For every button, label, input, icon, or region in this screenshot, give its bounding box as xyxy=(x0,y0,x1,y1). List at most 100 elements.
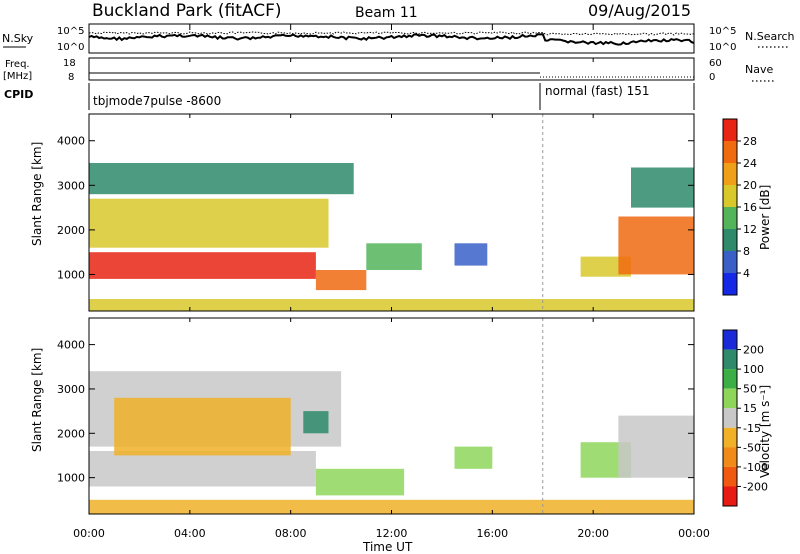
time-axis-label: Time UT xyxy=(362,540,413,554)
heatmap-cell-2 xyxy=(89,198,329,248)
colorbar-tick-label: -100 xyxy=(743,461,768,474)
y-tick-label: 2000 xyxy=(57,427,85,440)
y-tick-label: 2000 xyxy=(57,224,85,237)
heatmap-cell-4 xyxy=(315,468,405,496)
colorbar-swatch xyxy=(723,273,737,295)
colorbar-swatch xyxy=(723,229,737,251)
nave-tick-top: 60 xyxy=(709,58,722,69)
colorbar-tick-label: -200 xyxy=(743,480,768,493)
colorbar-swatch xyxy=(723,330,737,350)
colorbar-swatch xyxy=(723,251,737,273)
x-tick-label: 12:00 xyxy=(376,527,408,540)
cpid-label: CPID xyxy=(4,88,33,101)
noise-tick-left-top: 10^5 xyxy=(57,26,84,37)
nave-label: Nave xyxy=(745,63,773,76)
colorbar-tick-label: 15 xyxy=(743,402,757,415)
colorbar-swatch xyxy=(723,447,737,467)
heatmap-cell-3 xyxy=(303,411,329,434)
heatmap-cell-0 xyxy=(89,451,316,487)
nave-tick-bottom: 0 xyxy=(709,72,715,83)
cpid-panel: CPID tbjmode7pulse -8600 normal (fast) 1… xyxy=(4,83,695,110)
noise-tick-left-bottom: 10^0 xyxy=(57,42,84,53)
colorbar-tick-label: 200 xyxy=(743,344,764,357)
heatmap-cell-8 xyxy=(631,167,694,208)
colorbar-tick-label: -15 xyxy=(743,422,761,435)
y-tick-label: 4000 xyxy=(57,135,85,148)
colorbar-tick-label: 8 xyxy=(743,245,750,258)
nsky-trace xyxy=(88,33,695,46)
heatmap-cell-4 xyxy=(366,243,422,270)
power-y-axis-label: Slant Range [km] xyxy=(30,142,44,246)
velocity-colorbar-label: Velocity [m s⁻¹] xyxy=(758,385,772,478)
x-tick-label: 20:00 xyxy=(577,527,609,540)
beam-label: Beam 11 xyxy=(355,5,418,21)
colorbar-tick-label: 100 xyxy=(743,363,764,376)
heatmap-cell-3 xyxy=(89,163,354,195)
colorbar-swatch xyxy=(723,486,737,506)
colorbar-swatch xyxy=(723,466,737,487)
velocity-colorbar: 200 100 50 15 -15 -50 -100 -200 xyxy=(722,329,768,507)
colorbar-tick-label: 28 xyxy=(743,135,757,148)
colorbar-tick-label: 16 xyxy=(743,201,757,214)
colorbar-swatch xyxy=(723,119,737,141)
heatmap-cell-7 xyxy=(618,216,694,275)
y-tick-label: 1000 xyxy=(57,472,85,485)
cpid-segment-2: normal (fast) 151 xyxy=(545,84,649,98)
station-title: Buckland Park (fitACF) xyxy=(92,1,282,21)
colorbar-swatch xyxy=(723,369,737,389)
time-axis: 00:00 04:00 08:00 12:00 16:00 20:00 00:00 xyxy=(73,24,710,540)
noise-panel: N.Sky 10^5 10^0 10^5 10^0 N.Search xyxy=(2,23,795,54)
noise-tick-right-top: 10^5 xyxy=(709,26,736,37)
heatmap-cell-7 xyxy=(618,415,694,478)
power-colorbar-label: Power [dB] xyxy=(758,185,772,250)
colorbar-swatch xyxy=(723,349,737,370)
heatmap-cell-5 xyxy=(454,243,488,266)
colorbar-swatch xyxy=(723,408,737,428)
heatmap-cell-1 xyxy=(315,270,367,291)
colorbar-swatch xyxy=(723,163,737,185)
colorbar-tick-label: 24 xyxy=(743,157,757,170)
freq-tick-bottom: 8 xyxy=(68,72,74,83)
x-tick-label: 04:00 xyxy=(174,527,206,540)
power-panel: 1000 2000 3000 4000 Slant Range [km] xyxy=(30,113,695,312)
colorbar-swatch xyxy=(723,388,737,409)
nsky-label: N.Sky xyxy=(2,32,34,45)
y-tick-label: 3000 xyxy=(57,383,85,396)
velocity-y-axis: 1000 2000 3000 4000 xyxy=(57,339,694,485)
noise-tick-right-bottom: 10^0 xyxy=(709,42,736,53)
x-tick-label: 00:00 xyxy=(73,527,105,540)
colorbar-tick-label: 4 xyxy=(743,267,750,280)
y-tick-label: 4000 xyxy=(57,339,85,352)
colorbar-tick-label: 12 xyxy=(743,223,757,236)
power-colorbar: 4 8 12 16 20 24 28 xyxy=(722,118,757,296)
colorbar-tick-label: 50 xyxy=(743,383,757,396)
cpid-segment-1: tbjmode7pulse -8600 xyxy=(93,94,221,108)
y-tick-label: 1000 xyxy=(57,268,85,281)
nsearch-trace xyxy=(88,31,695,36)
colorbar-swatch xyxy=(723,141,737,163)
y-tick-label: 3000 xyxy=(57,179,85,192)
x-tick-label: 00:00 xyxy=(678,527,710,540)
date-label: 09/Aug/2015 xyxy=(588,1,691,20)
velocity-panel: 1000 2000 3000 4000 Slant Range [km] xyxy=(30,317,695,515)
heatmap-cell-0 xyxy=(89,252,316,279)
colorbar-swatch xyxy=(723,207,737,229)
colorbar-tick-label: -50 xyxy=(743,441,761,454)
heatmap-cell-5 xyxy=(454,446,493,469)
colorbar-swatch xyxy=(723,427,737,448)
colorbar-swatch xyxy=(723,185,737,207)
colorbar-tick-label: 20 xyxy=(743,179,757,192)
velocity-data-layer xyxy=(89,318,694,514)
nsearch-label: N.Search xyxy=(745,30,795,43)
power-y-axis: 1000 2000 3000 4000 xyxy=(57,135,694,281)
colorbar-frame xyxy=(722,329,738,507)
x-tick-label: 16:00 xyxy=(476,527,508,540)
velocity-y-axis-label: Slant Range [km] xyxy=(30,348,44,452)
power-data-layer xyxy=(89,114,694,311)
freq-tick-top: 18 xyxy=(63,58,76,69)
freq-unit-label: [MHz] xyxy=(3,71,32,82)
heatmap-cell-2 xyxy=(114,397,291,456)
frequency-panel: Freq. [MHz] 18 8 60 0 Nave xyxy=(3,57,776,83)
freq-label: Freq. xyxy=(5,59,30,70)
